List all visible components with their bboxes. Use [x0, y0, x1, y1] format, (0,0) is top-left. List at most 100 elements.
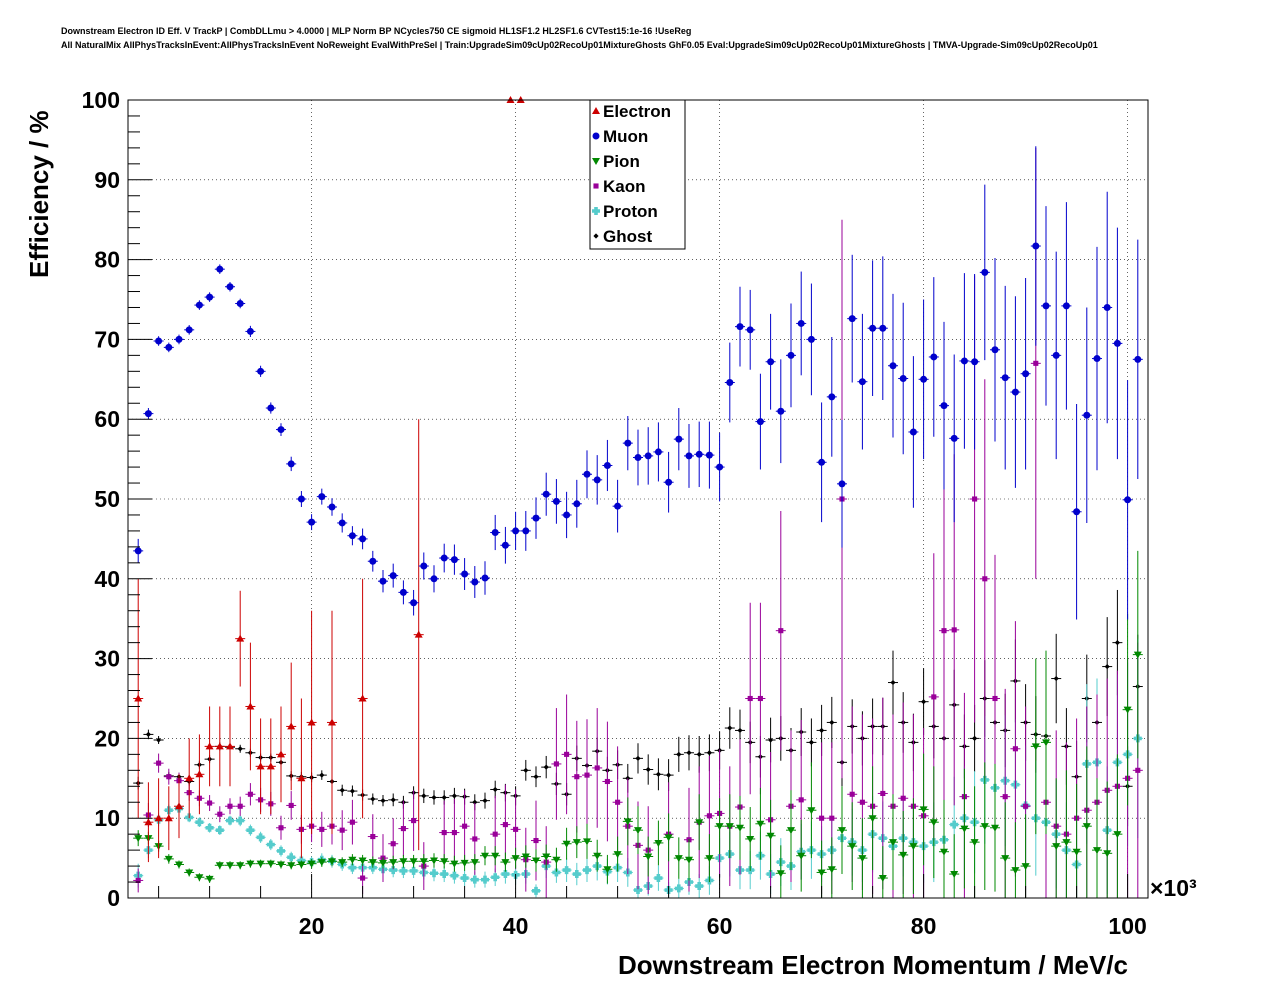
marker-pion [807, 807, 816, 815]
data-point-pion [1132, 550, 1143, 759]
data-point-proton [286, 851, 297, 863]
legend-marker-ghost [593, 233, 599, 239]
marker-pion [593, 852, 602, 860]
x-tick-label: 100 [1108, 913, 1146, 939]
data-point-proton [480, 871, 490, 888]
data-point-pion [786, 790, 796, 871]
marker-kaon [339, 827, 345, 833]
marker-pion [1133, 651, 1142, 659]
data-point-ghost [724, 707, 735, 749]
data-point-muon [214, 264, 225, 274]
marker-muon [236, 299, 244, 307]
marker-pion [756, 820, 765, 828]
data-point-pion [571, 826, 582, 859]
data-point-pion [867, 766, 878, 871]
marker-muon [675, 435, 683, 443]
data-point-electron [245, 642, 256, 771]
marker-proton [634, 886, 642, 895]
data-point-proton [673, 878, 684, 898]
marker-proton [226, 816, 234, 825]
data-point-pion [265, 859, 276, 868]
marker-electron [277, 750, 285, 758]
data-point-pion [255, 859, 266, 868]
data-point-kaon [408, 790, 419, 851]
legend-entry-electron: Electron [592, 102, 671, 121]
data-point-muon [153, 336, 164, 346]
data-point-pion [357, 854, 368, 867]
data-point-ghost [143, 729, 154, 740]
marker-pion [358, 857, 367, 865]
marker-muon [1062, 302, 1070, 310]
marker-muon [155, 337, 163, 345]
marker-pion [195, 874, 204, 882]
marker-ghost [431, 794, 437, 801]
data-point-muon [908, 356, 919, 508]
data-point-muon [449, 544, 460, 575]
data-point-muon [531, 497, 541, 539]
series-kaon [133, 147, 1143, 898]
marker-ghost [1053, 675, 1059, 682]
data-point-electron [255, 718, 266, 815]
marker-muon [807, 335, 815, 343]
data-point-muon [673, 408, 684, 471]
marker-muon [1022, 370, 1030, 378]
marker-pion [460, 859, 469, 867]
data-point-muon [837, 419, 847, 548]
marker-muon [379, 577, 387, 585]
marker-muon [756, 418, 764, 426]
data-point-muon [480, 561, 490, 595]
marker-pion [134, 835, 143, 843]
marker-muon [971, 358, 979, 366]
data-point-pion [531, 849, 541, 872]
data-point-kaon [755, 602, 766, 795]
data-point-muon [1102, 191, 1113, 424]
data-point-pion [133, 830, 144, 847]
data-point-muon [225, 281, 235, 292]
data-point-ghost [673, 736, 684, 772]
marker-pion [613, 851, 622, 859]
marker-proton [246, 826, 255, 835]
data-point-muon [398, 580, 409, 605]
marker-pion [715, 823, 724, 831]
y-tick-label: 80 [94, 247, 120, 273]
data-point-pion [898, 811, 909, 898]
marker-pion [440, 858, 449, 866]
marker-kaon [247, 791, 253, 797]
data-point-muon [276, 423, 286, 436]
marker-muon [542, 490, 550, 498]
marker-muon [960, 357, 968, 365]
marker-ghost [972, 735, 978, 741]
data-point-electron [174, 774, 184, 839]
data-point-kaon [367, 814, 378, 859]
data-point-muon [500, 526, 511, 564]
data-point-muon [796, 271, 807, 376]
marker-ghost [319, 772, 325, 778]
data-point-pion [724, 794, 735, 859]
marker-pion [736, 824, 744, 832]
data-point-muon [429, 565, 439, 593]
marker-kaon [564, 751, 570, 757]
data-point-pion [214, 861, 225, 870]
data-point-pion [622, 797, 633, 846]
data-point-muon [1081, 307, 1092, 523]
data-point-pion [684, 838, 694, 881]
data-point-muon [949, 354, 960, 523]
marker-proton [389, 866, 398, 875]
x-axis-title: Downstream Electron Momentum / MeV/c [618, 950, 1128, 980]
data-series [133, 96, 1143, 898]
data-point-ghost [541, 755, 552, 779]
data-point-muon [990, 258, 1000, 442]
marker-muon [369, 557, 377, 565]
data-point-ghost [153, 736, 164, 744]
marker-kaon [615, 799, 621, 805]
marker-muon [797, 319, 805, 327]
marker-pion [623, 818, 632, 826]
marker-kaon [553, 761, 559, 767]
data-point-pion [398, 854, 409, 868]
marker-pion [338, 859, 347, 867]
data-point-electron [296, 698, 307, 859]
marker-electron [175, 802, 183, 810]
marker-muon [389, 572, 397, 580]
data-point-muon [510, 511, 521, 551]
